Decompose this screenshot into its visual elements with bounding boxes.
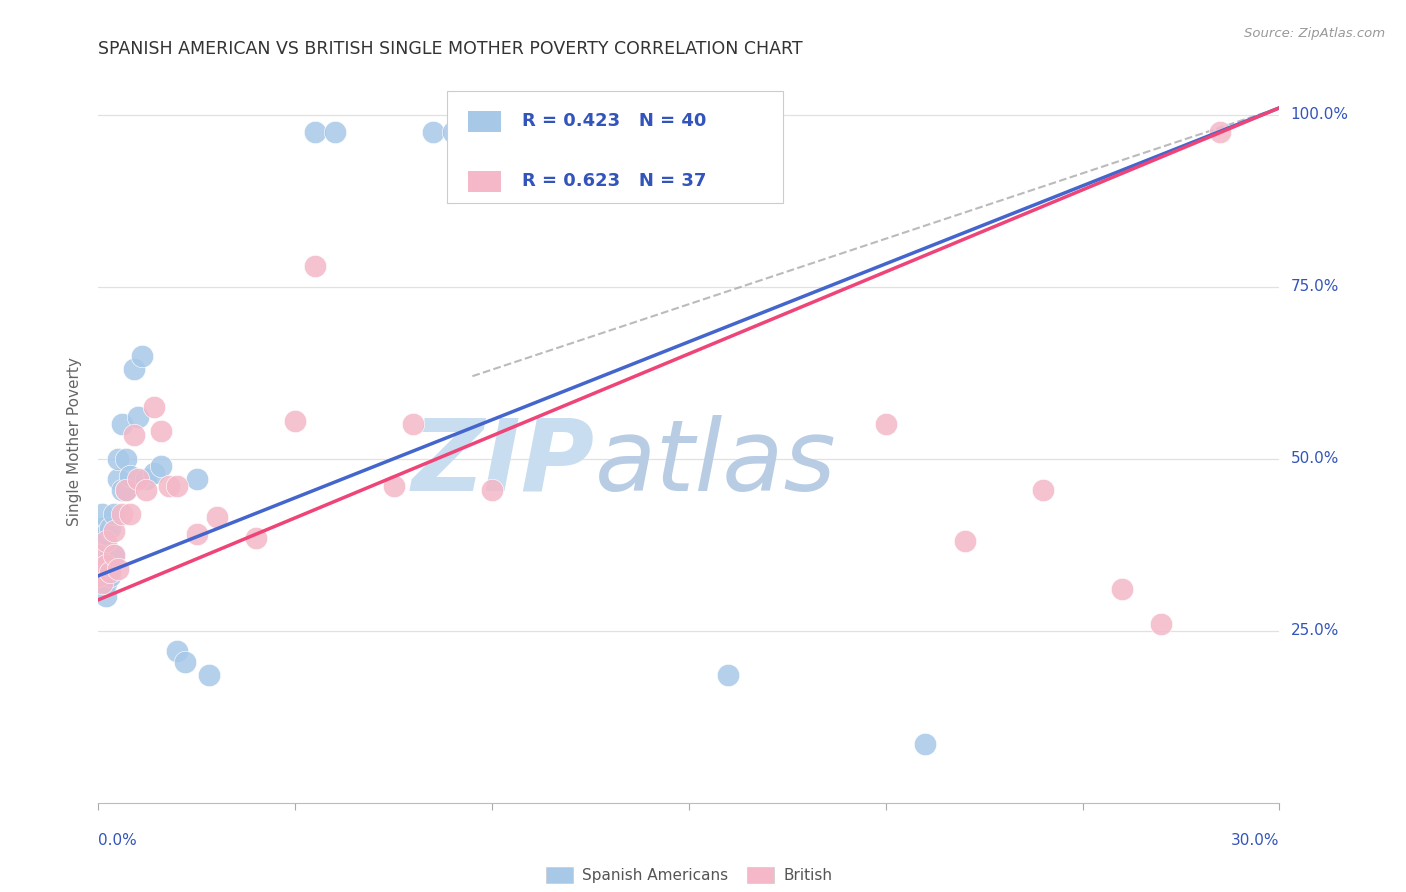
Point [150,424,173,438]
Point [1150,616,1173,631]
Point [166,644,188,658]
Point [323,125,346,139]
Text: 75.0%: 75.0% [1291,279,1339,294]
Point [87,568,110,582]
Point [115,483,138,497]
Point [98,548,121,562]
Point [118,469,141,483]
Point [103,524,125,538]
Point [122,362,145,376]
Point [103,548,125,562]
Point [98,520,121,534]
Legend: Spanish Americans, British: Spanish Americans, British [540,861,838,889]
Point [697,125,720,139]
Point [150,458,173,473]
Point [96,575,118,590]
Point [96,590,118,604]
Point [127,472,149,486]
Point [875,417,897,432]
Point [186,472,208,486]
Point [115,451,138,466]
Point [98,566,121,580]
Point [1209,125,1232,139]
Point [166,479,188,493]
Point [914,737,936,751]
Point [131,349,153,363]
Point [186,527,208,541]
Point [103,507,125,521]
Point [579,125,602,139]
Y-axis label: Single Mother Poverty: Single Mother Poverty [67,357,83,526]
Point [111,417,134,432]
Point [1032,483,1054,497]
Point [284,414,307,428]
Point [96,527,118,541]
Point [96,558,118,573]
Point [87,555,110,569]
Point [96,534,118,549]
Point [157,479,180,493]
Text: Source: ZipAtlas.com: Source: ZipAtlas.com [1244,27,1385,40]
Point [87,568,110,582]
Point [142,400,165,414]
Point [103,548,125,562]
Text: 100.0%: 100.0% [1291,107,1348,122]
Text: ZIP: ZIP [412,415,595,512]
Point [87,548,110,562]
Point [91,548,114,562]
Point [717,668,740,682]
Point [142,466,165,480]
Point [304,125,326,139]
Point [1111,582,1133,597]
Text: atlas: atlas [595,415,837,512]
Text: SPANISH AMERICAN VS BRITISH SINGLE MOTHER POVERTY CORRELATION CHART: SPANISH AMERICAN VS BRITISH SINGLE MOTHE… [98,40,803,58]
Point [91,507,114,521]
Point [382,479,405,493]
Point [174,655,197,669]
Point [481,483,503,497]
Point [953,534,976,549]
Text: R = 0.423   N = 40: R = 0.423 N = 40 [523,112,707,130]
Point [245,531,267,545]
Point [560,125,582,139]
Point [98,568,121,582]
Point [91,520,114,534]
Point [197,668,219,682]
Point [115,483,138,497]
Point [111,483,134,497]
Point [107,451,129,466]
Point [107,562,129,576]
Point [422,125,444,139]
Text: 50.0%: 50.0% [1291,451,1339,467]
Point [127,410,149,425]
Text: 0.0%: 0.0% [98,833,138,848]
Text: 30.0%: 30.0% [1232,833,1279,848]
FancyBboxPatch shape [468,112,501,132]
Point [441,125,464,139]
Point [135,472,157,486]
Point [402,417,425,432]
Point [205,510,228,524]
Point [638,125,661,139]
Text: R = 0.623   N = 37: R = 0.623 N = 37 [523,172,707,190]
Point [118,507,141,521]
Point [91,534,114,549]
FancyBboxPatch shape [447,91,783,203]
Point [135,483,157,497]
FancyBboxPatch shape [468,171,501,192]
Text: 25.0%: 25.0% [1291,624,1339,639]
Point [560,125,582,139]
Point [111,507,134,521]
Point [122,427,145,442]
Point [107,472,129,486]
Point [756,125,779,139]
Point [96,555,118,569]
Point [91,575,114,590]
Point [304,259,326,273]
